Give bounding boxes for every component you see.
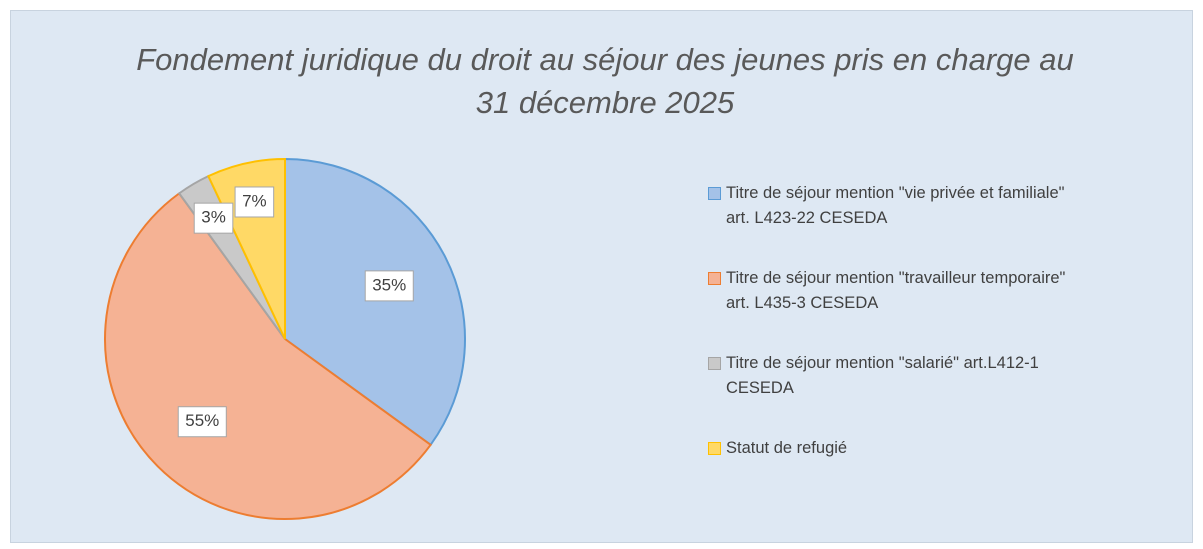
legend-label: Statut de refugié: [726, 439, 848, 457]
data-label-box: [193, 202, 234, 234]
data-label: 35%: [372, 275, 406, 294]
pie-slice: [104, 191, 433, 520]
data-label-box: [364, 270, 414, 302]
legend-entry: Titre de séjour mention "vie privée et f…: [708, 181, 1086, 231]
data-label-box: [234, 186, 275, 218]
legend-swatch: [708, 272, 721, 285]
data-label: 7%: [242, 191, 267, 210]
data-label-box: [177, 406, 227, 438]
legend-label: Titre de séjour mention "salarié" art.L4…: [726, 354, 1039, 397]
data-label: 3%: [201, 208, 226, 227]
data-label: 55%: [185, 411, 219, 430]
legend-swatch: [708, 442, 721, 455]
legend-entry: Statut de refugié: [708, 436, 1086, 461]
legend-label: Titre de séjour mention "travailleur tem…: [726, 269, 1066, 312]
legend-label: Titre de séjour mention "vie privée et f…: [726, 184, 1065, 227]
chart-title: Fondement juridique du droit au séjour d…: [136, 42, 1074, 120]
pie-slice: [284, 157, 466, 447]
legend-entry: Titre de séjour mention "travailleur tem…: [708, 266, 1086, 316]
legend-swatch: [708, 357, 721, 370]
legend-swatch: [708, 187, 721, 200]
legend-entry: Titre de séjour mention "salarié" art.L4…: [708, 351, 1086, 401]
